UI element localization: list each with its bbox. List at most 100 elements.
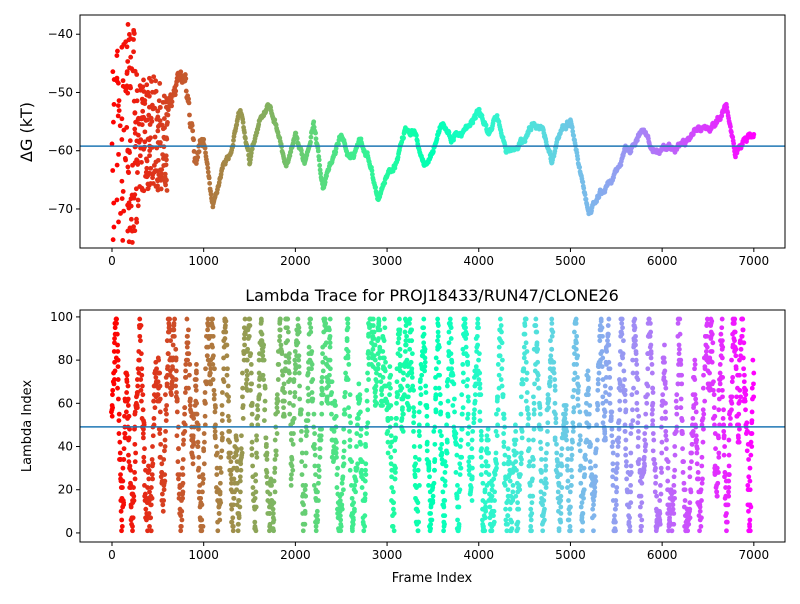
- lambda-point: [237, 478, 243, 484]
- lambda-point: [191, 416, 197, 421]
- lambda-point: [587, 439, 592, 445]
- lambda-point: [295, 316, 301, 322]
- lambda-point: [498, 377, 504, 382]
- lambda-point: [495, 407, 501, 413]
- lambda-point: [422, 355, 428, 361]
- lambda-point: [418, 392, 424, 398]
- lambda-point: [438, 411, 443, 417]
- lambda-point: [412, 463, 417, 469]
- lambda-point: [436, 385, 442, 391]
- lambda-point: [563, 420, 569, 426]
- lambda-point: [722, 474, 727, 480]
- lambda-point: [128, 504, 134, 510]
- lambda-point: [171, 323, 177, 328]
- lambda-point: [694, 450, 700, 456]
- delta-g-point: [230, 142, 236, 148]
- lambda-point: [638, 528, 644, 534]
- lambda-point: [729, 357, 734, 363]
- lambda-point: [394, 394, 400, 400]
- lambda-point: [681, 487, 687, 493]
- lambda-point: [478, 429, 484, 434]
- lambda-point: [400, 411, 406, 417]
- lambda-point: [543, 485, 549, 490]
- lambda-point: [120, 465, 126, 471]
- lambda-point: [176, 491, 182, 497]
- lambda-point: [623, 446, 629, 452]
- lambda-point: [305, 411, 311, 417]
- lambda-point: [680, 446, 685, 452]
- lambda-point: [616, 418, 622, 423]
- lambda-point: [276, 362, 282, 367]
- lambda-point: [306, 344, 312, 350]
- lambda-point: [663, 416, 669, 421]
- y-tick-label: 0: [65, 526, 73, 540]
- lambda-point: [286, 370, 292, 376]
- lambda-point: [505, 513, 511, 519]
- lambda-point: [609, 409, 615, 415]
- delta-g-point: [434, 136, 440, 142]
- lambda-point: [138, 377, 144, 382]
- lambda-point: [141, 426, 146, 432]
- delta-g-point: [125, 228, 131, 234]
- lambda-point: [156, 398, 162, 404]
- lambda-point: [117, 450, 123, 456]
- lambda-point: [331, 429, 337, 434]
- lambda-point: [601, 413, 607, 419]
- lambda-point: [388, 454, 394, 460]
- lambda-point: [239, 433, 244, 439]
- lambda-point: [261, 377, 267, 382]
- lambda-point: [139, 366, 145, 372]
- delta-g-point: [140, 100, 146, 106]
- delta-g-point: [582, 192, 588, 198]
- lambda-point: [339, 480, 345, 486]
- delta-g-point: [207, 180, 213, 186]
- lambda-point: [495, 362, 501, 367]
- lambda-point: [212, 403, 218, 408]
- lambda-point: [345, 349, 351, 354]
- lambda-point: [426, 467, 432, 473]
- lambda-point: [165, 364, 171, 369]
- lambda-point: [352, 483, 358, 488]
- lambda-point: [151, 398, 157, 404]
- lambda-point: [244, 357, 250, 363]
- delta-g-point: [149, 102, 155, 108]
- lambda-point: [505, 487, 511, 493]
- lambda-point: [209, 316, 215, 322]
- delta-g-point: [115, 80, 121, 86]
- lambda-point: [254, 433, 259, 439]
- lambda-point: [743, 392, 749, 398]
- delta-g-point: [118, 211, 123, 216]
- lambda-point: [681, 480, 687, 486]
- lambda-point: [275, 409, 281, 415]
- lambda-point: [210, 344, 215, 350]
- lambda-point: [565, 457, 570, 462]
- delta-g-point: [317, 167, 323, 173]
- lambda-point: [717, 370, 723, 376]
- lambda-point: [720, 374, 726, 380]
- lambda-point: [537, 405, 543, 411]
- lambda-point: [182, 390, 188, 395]
- lambda-point: [531, 400, 537, 406]
- lambda-point: [359, 459, 365, 465]
- lambda-point: [190, 461, 196, 467]
- delta-g-point: [178, 69, 184, 75]
- lambda-point: [700, 385, 706, 391]
- lambda-point: [449, 370, 455, 376]
- lambda-point: [424, 448, 430, 454]
- lambda-point: [345, 355, 351, 361]
- lambda-point: [751, 381, 756, 387]
- delta-g-point: [128, 196, 134, 202]
- lambda-point: [228, 472, 234, 478]
- lambda-point: [347, 429, 352, 434]
- lambda-point: [147, 489, 152, 495]
- delta-g-point: [203, 150, 208, 156]
- lambda-point: [565, 478, 571, 484]
- lambda-point: [547, 374, 553, 380]
- lambda-point: [198, 495, 204, 501]
- lambda-point: [724, 528, 729, 534]
- delta-g-point: [124, 85, 129, 91]
- lambda-point: [185, 340, 191, 346]
- lambda-point: [327, 327, 332, 333]
- lambda-point: [229, 506, 235, 512]
- lambda-point: [747, 528, 753, 534]
